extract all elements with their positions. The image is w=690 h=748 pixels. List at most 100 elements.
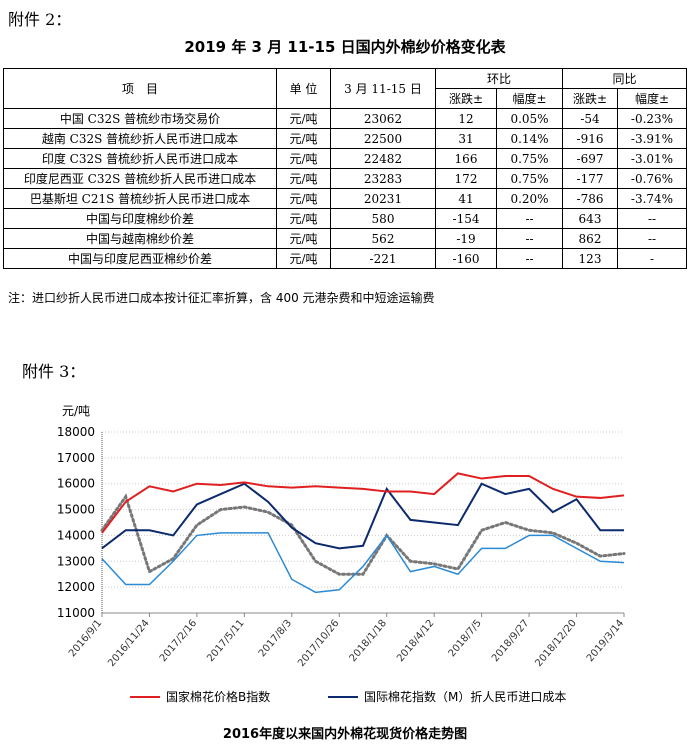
table-cell: -3.01% — [617, 148, 687, 169]
series-line-1 — [101, 482, 624, 550]
legend-item-m-index: 国际棉花指数（M）折人民币进口成本 — [328, 688, 566, 705]
table-cell: 41 — [435, 188, 497, 209]
series-line-2 — [101, 532, 625, 594]
y-tick-label: 17000 — [57, 451, 95, 465]
attachment-3-label: 附件 3： — [22, 362, 86, 381]
header-mom: 环比 — [435, 68, 563, 89]
table-cell: 23283 — [330, 168, 436, 189]
header-yoy-change: 涨跌± — [562, 88, 618, 109]
table-row: 越南 C32S 普梳纱折人民币进口成本 元/吨 22500 31 0.14% -916 -3… — [3, 128, 687, 149]
price-table: 项 目 单 位 3 月 11-15 日 环比 同比 涨跌± 幅度± 涨跌± 幅度… — [3, 68, 687, 269]
series-line-3 — [100, 493, 626, 576]
table-cell: -697 — [562, 148, 618, 169]
table-cell: -177 — [562, 168, 618, 189]
table-cell: 元/吨 — [276, 248, 331, 269]
table-cell: 580 — [330, 208, 436, 229]
table-cell: 862 — [562, 228, 618, 249]
table-cell: 0.75% — [496, 168, 563, 189]
y-axis-unit: 元/吨 — [62, 404, 90, 418]
table-cell: - — [617, 248, 687, 269]
table-row: 中国与越南棉纱价差 元/吨 562 -19 -- 862 -- — [3, 228, 687, 249]
legend-swatch-red — [130, 695, 160, 698]
x-tick-label: 2018/9/27 — [490, 618, 531, 664]
y-tick-label: 16000 — [57, 477, 95, 491]
table-row: 印度尼西亚 C32S 普梳纱折人民币进口成本 元/吨 23283 172 0.75% -1… — [3, 168, 687, 189]
y-tick-label: 13000 — [57, 554, 95, 568]
table-row: 中国与印度棉纱价差 元/吨 580 -154 -- 643 -- — [3, 208, 687, 229]
x-tick-label: 2017/8/3 — [257, 618, 294, 659]
y-tick-label: 15000 — [57, 503, 95, 517]
table-cell: -221 — [330, 248, 436, 269]
table-row: 中国与印度尼西亚棉纱价差 元/吨 -221 -160 -- 123- — [3, 248, 687, 269]
header-mom-change: 涨跌± — [435, 88, 497, 109]
y-tick-label: 12000 — [57, 580, 95, 594]
table-cell: 172 — [435, 168, 497, 189]
table-cell: 元/吨 — [276, 128, 331, 149]
legend-item-b-index: 国家棉花价格B指数 — [130, 688, 270, 705]
table-cell: -3.91% — [617, 128, 687, 149]
table-cell: 印度 C32S 普梳纱折人民币进口成本 — [3, 148, 277, 169]
table-cell: 643 — [562, 208, 618, 229]
table-cell: 中国与印度棉纱价差 — [3, 208, 277, 229]
table-cell: 越南 C32S 普梳纱折人民币进口成本 — [3, 128, 277, 149]
legend-label: 国家棉花价格B指数 — [166, 690, 271, 704]
table-cell: 印度尼西亚 C32S 普梳纱折人民币进口成本 — [3, 168, 277, 189]
table-cell: -154 — [435, 208, 497, 229]
x-tick-label: 2018/4/12 — [395, 618, 436, 664]
table-cell: -0.76% — [617, 168, 687, 189]
table-cell: 22500 — [330, 128, 436, 149]
table-cell: 31 — [435, 128, 497, 149]
y-tick-label: 18000 — [57, 425, 95, 439]
table-cell: 元/吨 — [276, 188, 331, 209]
table-cell: 20231 — [330, 188, 436, 209]
header-period: 3 月 11-15 日 — [330, 68, 436, 109]
table-cell: 0.05% — [496, 108, 563, 129]
table-cell: -0.23% — [617, 108, 687, 129]
table-cell: 巴基斯坦 C21S 普梳纱折人民币进口成本 — [3, 188, 277, 209]
table-cell: 元/吨 — [276, 148, 331, 169]
table-cell: -786 — [562, 188, 618, 209]
table-note: 注：进口纱折人民币进口成本按计征汇率折算，含 400 元港杂费和中短途运输费 — [8, 291, 435, 305]
table-cell: -19 — [435, 228, 497, 249]
x-tick-label: 2018/1/18 — [348, 618, 389, 664]
table-cell: 中国与越南棉纱价差 — [3, 228, 277, 249]
x-tick-label: 2018/12/20 — [533, 618, 578, 669]
table-cell: 562 — [330, 228, 436, 249]
x-tick-label: 2016/11/24 — [106, 618, 151, 669]
table-cell: 元/吨 — [276, 228, 331, 249]
attachment-2-label: 附件 2： — [8, 10, 72, 29]
table-cell: -- — [496, 228, 563, 249]
chart-title: 2016年度以来国内外棉花现货价格走势图 — [222, 727, 468, 742]
table-cell: 23062 — [330, 108, 436, 129]
table-cell: 166 — [435, 148, 497, 169]
table-row: 巴基斯坦 C21S 普梳纱折人民币进口成本 元/吨 20231 41 0.20% -786… — [3, 188, 687, 209]
table-cell: -- — [496, 248, 563, 269]
table-title: 2019 年 3 月 11-15 日国内外棉纱价格变化表 — [184, 38, 506, 56]
x-tick-label: 2017/5/11 — [205, 618, 246, 664]
header-yoy: 同比 — [562, 68, 687, 89]
y-tick-label: 14000 — [57, 528, 95, 542]
table-cell: 0.14% — [496, 128, 563, 149]
table-cell: 0.20% — [496, 188, 563, 209]
table-cell: -3.74% — [617, 188, 687, 209]
legend-swatch-navy — [328, 695, 358, 698]
table-cell: -- — [496, 208, 563, 229]
table-cell: -160 — [435, 248, 497, 269]
y-tick-label: 11000 — [57, 606, 95, 620]
price-trend-chart: 元/吨 18000 17000 16000 15000 14000 13000 12000 11… — [57, 404, 626, 669]
table-cell: 元/吨 — [276, 108, 331, 129]
table-cell: -- — [617, 228, 687, 249]
x-tick-label: 2018/7/5 — [447, 618, 484, 659]
legend-label: 国际棉花指数（M）折人民币进口成本 — [364, 690, 567, 704]
table-cell: 0.75% — [496, 148, 563, 169]
table-cell: 12 — [435, 108, 497, 129]
table-cell: -916 — [562, 128, 618, 149]
table-cell: 中国 C32S 普梳纱市场交易价 — [3, 108, 277, 129]
table-cell: -54 — [562, 108, 618, 129]
x-tick-label: 2017/10/26 — [296, 618, 341, 669]
table-row: 中国 C32S 普梳纱市场交易价 元/吨 23062 12 0.05% -54 -0.23% — [3, 108, 687, 129]
table-cell: 123 — [562, 248, 618, 269]
table-row: 印度 C32S 普梳纱折人民币进口成本 元/吨 22482 166 0.75% -697-… — [3, 148, 687, 169]
table-cell: -- — [617, 208, 687, 229]
x-tick-label: 2019/3/14 — [585, 618, 626, 664]
